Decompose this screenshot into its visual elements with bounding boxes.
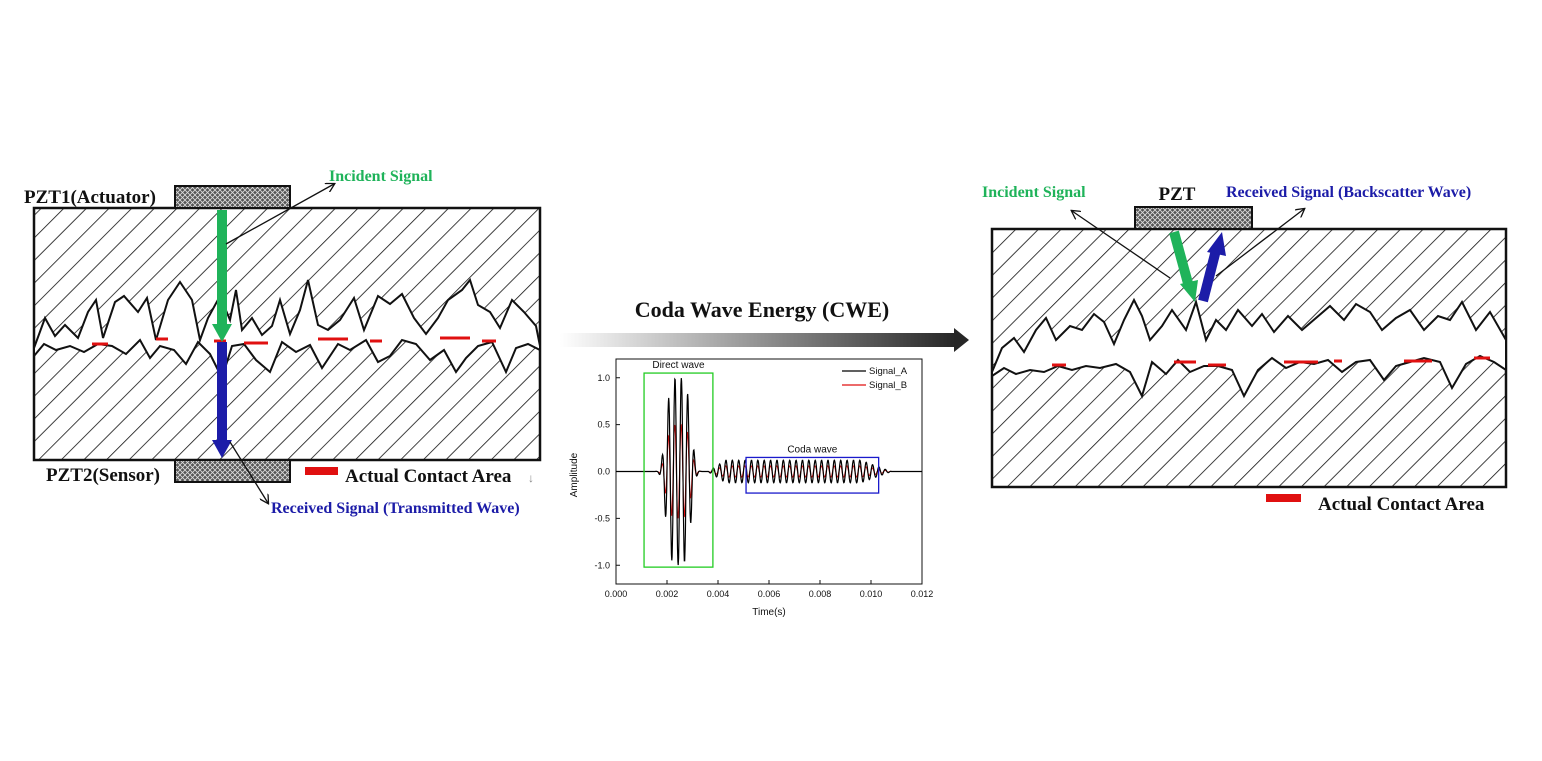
incident-leader-right xyxy=(1072,211,1171,279)
x-tick-label: 0.008 xyxy=(809,589,832,599)
y-tick-label: 0.5 xyxy=(597,420,610,430)
legend-mark: ↓ xyxy=(528,471,534,485)
y-tick-label: -0.5 xyxy=(594,513,610,523)
received-leader xyxy=(229,441,268,503)
pzt-transducer xyxy=(1134,206,1253,230)
transmission-setup: PZT1(Actuator) PZT2(Sensor) Incident Sig… xyxy=(24,168,542,517)
legend-label: Actual Contact Area xyxy=(345,466,512,487)
received-leader-right xyxy=(1215,209,1304,277)
signal-a-line xyxy=(616,377,922,566)
incident-wave-arrowhead xyxy=(212,324,232,342)
direct-wave-label: Direct wave xyxy=(652,360,705,371)
incident-leader xyxy=(225,184,334,245)
direct-wave-box xyxy=(643,372,714,568)
x-tick-label: 0.004 xyxy=(707,589,730,599)
backscatter-wave-arrowhead xyxy=(1207,232,1226,256)
incident-signal-label: Incident Signal xyxy=(329,168,433,185)
x-tick-label: 0.012 xyxy=(911,589,934,599)
actuator-label: PZT1(Actuator) xyxy=(24,187,156,208)
x-tick-label: 0.000 xyxy=(605,589,628,599)
x-tick-label: 0.010 xyxy=(860,589,883,599)
cwe-arrow-head xyxy=(954,328,969,352)
cwe-arrow-shaft xyxy=(560,333,956,347)
incident-wave-arrowhead-right xyxy=(1180,280,1198,302)
contact-area-marks-right xyxy=(1052,356,1490,367)
y-tick-label: 1.0 xyxy=(597,373,610,383)
sensor-label: PZT2(Sensor) xyxy=(46,465,160,486)
signal-chart: 0.000 0.002 0.004 0.006 0.008 0.010 0.012 1.0 0… xyxy=(569,358,934,618)
legend-label-b: Signal_B xyxy=(869,380,907,391)
pzt1-actuator xyxy=(174,185,291,209)
contact-area-marks xyxy=(92,336,496,346)
y-tick-label: -1.0 xyxy=(594,560,610,570)
rough-interface xyxy=(33,277,541,381)
coda-wave-box xyxy=(745,456,880,494)
x-axis-ticks: 0.000 0.002 0.004 0.006 0.008 0.010 0.012 xyxy=(605,580,934,599)
backscatter-setup: PZT Incident Signal Received Signal (Bac… xyxy=(982,184,1508,515)
received-signal-label-right: Received Signal (Backscatter Wave) xyxy=(1226,184,1471,201)
coda-wave-label: Coda wave xyxy=(787,444,837,455)
legend-label-right: Actual Contact Area xyxy=(1318,494,1485,515)
x-axis-label: Time(s) xyxy=(752,607,786,618)
incident-signal-label-right: Incident Signal xyxy=(982,184,1086,201)
legend-swatch-right xyxy=(1266,494,1301,502)
y-axis-label: Amplitude xyxy=(569,452,580,497)
y-tick-label: 0.0 xyxy=(597,467,610,477)
legend-label-a: Signal_A xyxy=(869,366,908,377)
incident-wave-arrow-right xyxy=(1169,230,1194,289)
transmitted-wave-arrowhead xyxy=(212,440,232,458)
x-tick-label: 0.002 xyxy=(656,589,679,599)
cwe-title: Coda Wave Energy (CWE) xyxy=(635,297,889,322)
backscatter-wave-arrow xyxy=(1198,248,1221,303)
pzt2-sensor xyxy=(174,459,291,483)
pzt-label: PZT xyxy=(1159,184,1196,205)
chart-legend: Signal_A Signal_B xyxy=(842,366,908,391)
legend-swatch xyxy=(305,467,338,475)
x-tick-label: 0.006 xyxy=(758,589,781,599)
rough-interface-right xyxy=(991,297,1507,399)
received-signal-label: Received Signal (Transmitted Wave) xyxy=(271,500,520,517)
cwe-arrow-group: Coda Wave Energy (CWE) xyxy=(560,297,969,352)
